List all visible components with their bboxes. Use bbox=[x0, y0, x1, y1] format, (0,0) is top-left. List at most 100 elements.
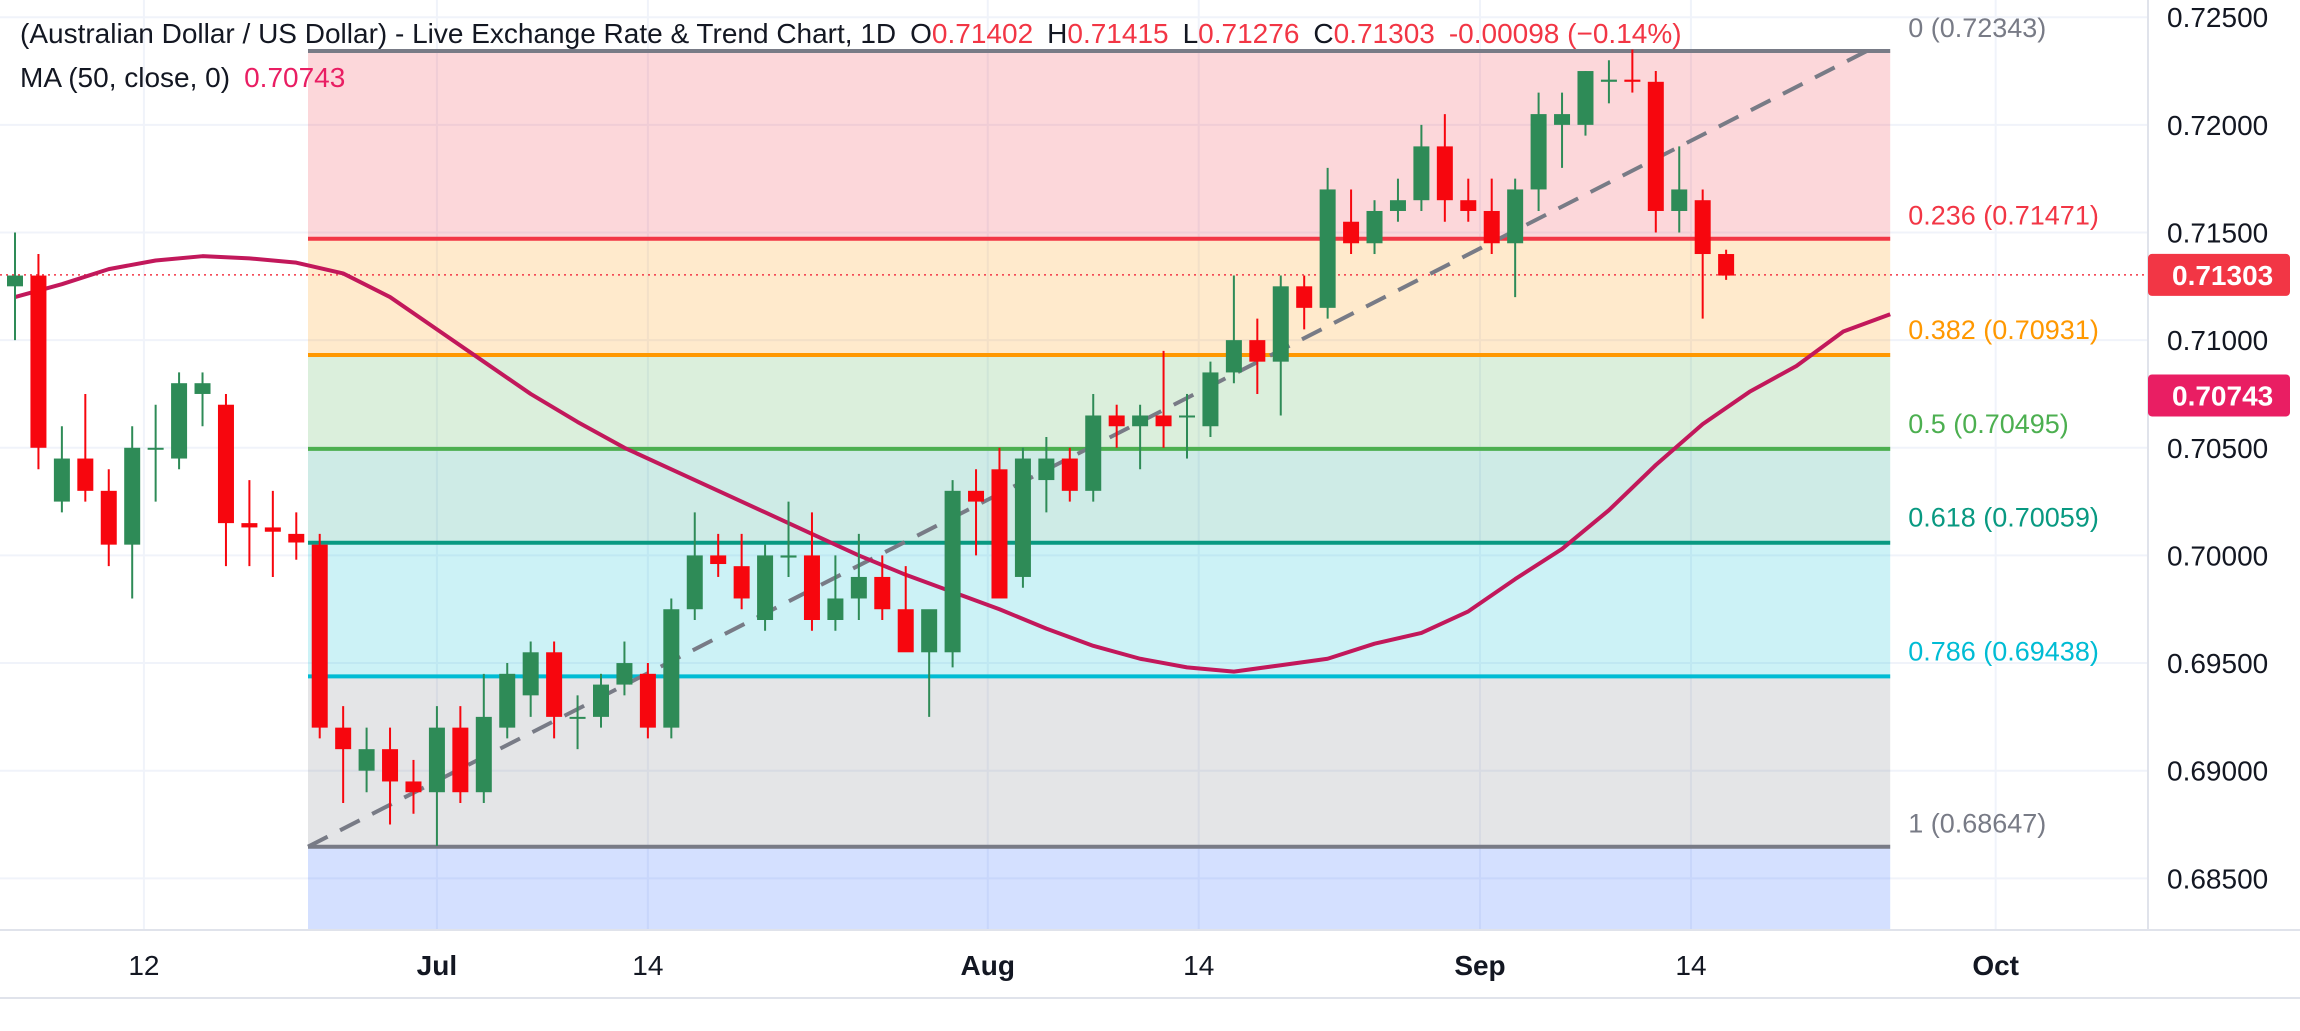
candle bbox=[428, 706, 445, 847]
candle-body bbox=[1061, 458, 1078, 491]
candle-body bbox=[171, 383, 188, 459]
candle bbox=[944, 480, 961, 668]
candle-body bbox=[803, 555, 820, 620]
date-tick-label: 14 bbox=[632, 950, 663, 981]
price-tick-label: 0.71500 bbox=[2167, 218, 2268, 249]
ma-value: 0.70743 bbox=[244, 62, 346, 93]
candle-body bbox=[1647, 81, 1664, 211]
candle-body bbox=[827, 598, 844, 620]
candle-body bbox=[1038, 458, 1055, 481]
price-axis[interactable]: 0.72500 0.72000 0.71500 0.71000 0.70500 0.700… bbox=[2147, 0, 2290, 930]
candle bbox=[1296, 275, 1313, 330]
candle-body bbox=[1132, 415, 1149, 427]
candle bbox=[335, 706, 352, 803]
date-tick-label: Jul bbox=[417, 950, 457, 981]
candle-body bbox=[1577, 71, 1594, 125]
price-tick-label: 0.68500 bbox=[2167, 863, 2268, 894]
candle-body bbox=[1530, 114, 1547, 190]
candle-body bbox=[1554, 114, 1571, 125]
candle bbox=[1366, 200, 1383, 255]
candle-body bbox=[1014, 458, 1031, 577]
candle-body bbox=[7, 275, 23, 287]
fibonacci-retracement[interactable]: 0 (0.72343) 0.236 (0.71471) 0.382 (0.70931… bbox=[308, 13, 2099, 930]
fib-level-label: 0 (0.72343) bbox=[1908, 13, 2046, 43]
candle bbox=[780, 501, 797, 577]
candle-body bbox=[1624, 79, 1641, 82]
candle-body bbox=[1718, 254, 1735, 276]
fib-zone bbox=[308, 51, 1891, 239]
candle-body bbox=[100, 490, 117, 545]
price-tick-label: 0.69000 bbox=[2167, 756, 2268, 787]
fib-level-label: 1 (0.68647) bbox=[1908, 809, 2046, 839]
indicator-legend[interactable]: MA (50, close, 0) 0.70743 bbox=[20, 62, 345, 94]
candle bbox=[1718, 249, 1735, 280]
candle-body bbox=[1366, 210, 1383, 244]
candle bbox=[264, 490, 281, 577]
date-tick-label: Sep bbox=[1454, 950, 1505, 981]
low-label: L bbox=[1182, 18, 1199, 49]
candle bbox=[311, 533, 328, 739]
candle bbox=[757, 544, 774, 631]
candle bbox=[710, 533, 727, 577]
candle bbox=[405, 759, 422, 814]
candle-body bbox=[241, 523, 258, 528]
symbol-title: (Australian Dollar / US Dollar) - Live E… bbox=[20, 18, 897, 49]
candle-body bbox=[264, 527, 281, 532]
candle-body bbox=[921, 609, 938, 653]
candle bbox=[1507, 178, 1524, 298]
candle-body bbox=[639, 673, 656, 728]
candle bbox=[639, 663, 656, 739]
candle bbox=[569, 695, 586, 750]
fib-level-label: 0.5 (0.70495) bbox=[1908, 409, 2069, 439]
candle-body bbox=[30, 275, 47, 448]
fib-level-label: 0.618 (0.70059) bbox=[1908, 503, 2099, 533]
ma-label: MA (50, close, 0) bbox=[20, 62, 231, 93]
candle bbox=[1600, 60, 1617, 104]
candle bbox=[241, 480, 258, 567]
candle-body bbox=[757, 555, 774, 620]
candle bbox=[1460, 178, 1477, 222]
candle bbox=[77, 393, 94, 502]
candlestick-series bbox=[7, 49, 1735, 847]
fib-level-label: 0.236 (0.71471) bbox=[1908, 201, 2099, 231]
candle-body bbox=[405, 781, 422, 793]
candle bbox=[1014, 447, 1031, 588]
candle-body bbox=[1108, 415, 1125, 427]
fib-zone bbox=[308, 542, 1891, 677]
date-tick-label: 14 bbox=[1675, 950, 1706, 981]
candle bbox=[147, 404, 164, 502]
candle-body bbox=[1272, 286, 1289, 362]
candle-body bbox=[499, 673, 516, 728]
high-value: 0.71415 bbox=[1067, 18, 1169, 49]
candle bbox=[827, 555, 844, 631]
open-label: O bbox=[910, 18, 932, 49]
candle-body bbox=[944, 490, 961, 653]
candle bbox=[53, 426, 70, 513]
candle bbox=[1530, 92, 1547, 211]
candle bbox=[171, 372, 188, 470]
candle-body bbox=[124, 447, 141, 545]
candle-body bbox=[475, 716, 492, 793]
close-value: 0.71303 bbox=[1333, 18, 1435, 49]
price-tick-label: 0.70500 bbox=[2167, 433, 2268, 464]
candle bbox=[100, 469, 117, 567]
candle bbox=[1554, 92, 1571, 168]
candle-body bbox=[194, 383, 211, 394]
candle bbox=[1155, 350, 1172, 448]
candle bbox=[288, 512, 305, 560]
candle-body bbox=[217, 404, 234, 524]
time-axis[interactable]: 12 Jul 14 Aug 14 Sep 14 Oct bbox=[0, 929, 2300, 999]
candle bbox=[1225, 275, 1242, 384]
candle bbox=[968, 469, 985, 556]
candle bbox=[475, 673, 492, 803]
candle-body bbox=[1155, 415, 1172, 427]
candle-body bbox=[1319, 189, 1336, 308]
candle-body bbox=[850, 576, 867, 599]
candle bbox=[991, 447, 1008, 599]
candle-body bbox=[897, 609, 914, 653]
candle bbox=[499, 663, 516, 739]
candle-body bbox=[335, 727, 352, 750]
symbol-header: (Australian Dollar / US Dollar) - Live E… bbox=[20, 18, 1682, 50]
fib-zone bbox=[308, 676, 1891, 847]
